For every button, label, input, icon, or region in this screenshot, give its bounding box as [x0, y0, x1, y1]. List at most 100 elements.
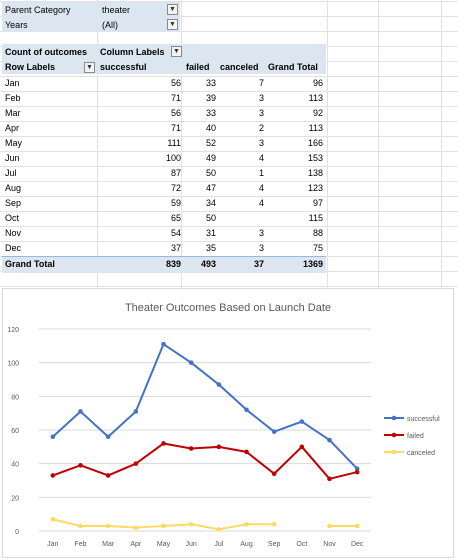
filter-label-parent-category: Parent Category [5, 5, 71, 15]
data-point-successful [188, 360, 194, 365]
x-tick-label: Dec [351, 541, 364, 548]
y-tick-label: 120 [7, 327, 19, 334]
data-point-successful [78, 409, 83, 414]
cell-failed: 50 [205, 168, 216, 178]
cell-grand-total: 113 [308, 93, 323, 103]
gridline [0, 241, 458, 242]
x-tick-label: Mar [102, 541, 115, 548]
row-label: Dec [5, 243, 22, 253]
cell-canceled: 3 [258, 243, 264, 253]
filter-label-years: Years [5, 20, 28, 30]
y-tick-label: 80 [11, 394, 19, 401]
row-label: May [5, 138, 23, 148]
gridline [0, 211, 458, 212]
filter-dropdown-icon[interactable]: ▼ [167, 4, 178, 15]
grand-total-label: Grand Total [5, 259, 55, 269]
legend-label-failed: failed [407, 433, 424, 440]
row-label: Nov [5, 228, 22, 238]
legend-label-canceled: canceled [407, 450, 435, 457]
cell-grand-total: 88 [312, 228, 323, 238]
gridline [0, 121, 458, 122]
data-point-canceled [50, 516, 56, 522]
cell-canceled: 4 [258, 183, 264, 193]
data-point-successful [216, 382, 222, 387]
pivot-row-labels: Row Labels [5, 62, 56, 72]
column-filter-icon[interactable]: ▼ [171, 46, 182, 57]
cell-successful: 54 [170, 228, 181, 238]
data-point-canceled [133, 525, 139, 530]
line-chart: Theater Outcomes Based on Launch Date 0 20… [7, 302, 440, 548]
data-point-failed [161, 441, 166, 446]
series-line-successful [52, 343, 358, 470]
data-point-successful [161, 341, 166, 347]
data-point-successful [354, 466, 360, 472]
grand-total-canceled: 37 [253, 259, 264, 269]
cell-successful: 37 [170, 243, 181, 253]
data-point-canceled [216, 527, 222, 532]
gridline [441, 0, 442, 290]
cell-failed: 33 [205, 78, 216, 88]
data-point-canceled [161, 523, 166, 529]
legend-marker-failed [391, 432, 397, 438]
data-point-canceled [271, 521, 277, 527]
filter-value-parent-category[interactable]: theater [102, 5, 131, 15]
data-point-failed [216, 444, 222, 450]
cell-canceled: 3 [258, 138, 264, 148]
x-tick-label: Jan [47, 541, 58, 548]
gridline [327, 0, 328, 290]
gridline [0, 166, 458, 167]
gridline [0, 91, 458, 92]
grand-total-row [2, 256, 326, 273]
y-tick-label: 0 [15, 529, 19, 536]
pivot-header [2, 44, 326, 74]
data-point-canceled [78, 523, 83, 529]
chart-area[interactable]: Theater Outcomes Based on Launch Date 0 20… [2, 288, 454, 558]
data-point-failed [271, 471, 277, 477]
data-point-failed [188, 446, 194, 451]
x-tick-label: Jul [214, 541, 223, 548]
cell-grand-total: 138 [307, 168, 323, 178]
filter-value-years[interactable]: (All) [102, 20, 118, 30]
cell-failed: 34 [205, 198, 216, 208]
data-point-canceled [188, 521, 194, 527]
filter-dropdown-icon[interactable]: ▼ [167, 19, 178, 30]
data-point-successful [271, 429, 277, 434]
cell-failed: 49 [205, 153, 216, 163]
cell-grand-total: 153 [307, 153, 323, 163]
y-tick-label: 100 [7, 361, 19, 368]
row-label: Feb [5, 93, 21, 103]
cell-grand-total: 75 [312, 243, 323, 253]
y-tick-label: 20 [11, 495, 19, 502]
row-label: Sep [5, 198, 22, 208]
legend-marker-successful [391, 415, 397, 421]
x-tick-label: Aug [240, 541, 253, 548]
gridline [0, 31, 458, 32]
cell-successful: 71 [170, 93, 181, 103]
cell-grand-total: 97 [312, 198, 323, 208]
cell-grand-total: 96 [312, 78, 323, 88]
data-point-canceled [354, 523, 360, 529]
gridline [0, 226, 458, 227]
data-point-canceled [105, 523, 111, 529]
chart-title: Theater Outcomes Based on Launch Date [125, 302, 331, 314]
legend-marker-canceled [391, 449, 397, 455]
data-point-successful [244, 407, 249, 413]
row-label: Jun [5, 153, 20, 163]
data-point-failed [105, 473, 111, 478]
cell-grand-total: 113 [308, 123, 323, 133]
data-point-failed [327, 476, 332, 482]
grand-total-successful: 839 [165, 259, 181, 269]
cell-failed: 47 [205, 183, 216, 193]
column-header-successful: successful [100, 62, 147, 72]
cell-canceled: 3 [258, 108, 264, 118]
x-tick-label: Feb [74, 541, 86, 548]
data-point-successful [327, 437, 332, 443]
gridline [0, 76, 458, 77]
data-point-successful [133, 409, 139, 414]
cell-successful: 65 [170, 213, 181, 223]
cell-canceled: 7 [258, 78, 264, 88]
cell-successful: 56 [170, 78, 181, 88]
cell-grand-total: 166 [307, 138, 323, 148]
row-labels-dropdown-icon[interactable]: ▼ [84, 62, 95, 73]
